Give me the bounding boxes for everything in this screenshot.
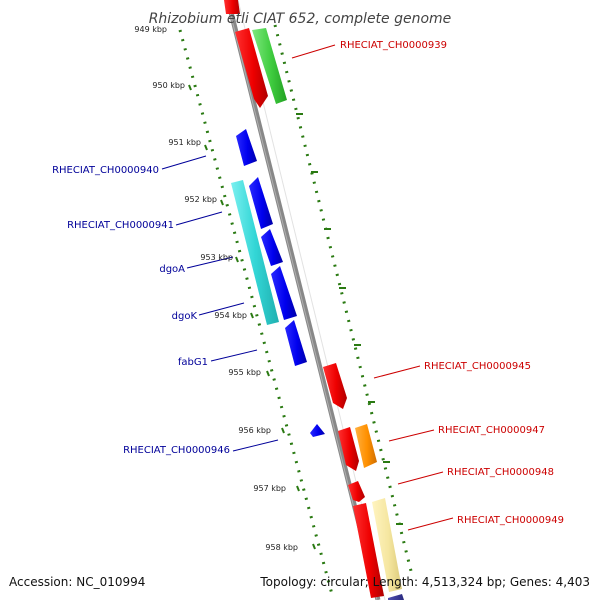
- gene-arrow-dgoA-upper[interactable]: [249, 177, 273, 229]
- kbp-label: 954 kbp: [214, 311, 247, 320]
- gene-label-RHECIAT_CH0000940[interactable]: RHECIAT_CH0000940: [52, 165, 159, 176]
- major-tick: [220, 199, 224, 206]
- leader-line: [373, 365, 421, 379]
- major-tick: [312, 543, 316, 550]
- kbp-label: 956 kbp: [238, 426, 271, 435]
- gene-labels-right: RHECIAT_CH0000939 RHECIAT_CH0000945 RHEC…: [340, 40, 564, 526]
- kbp-label: 958 kbp: [265, 543, 298, 552]
- leader-line: [186, 256, 234, 269]
- major-tick: [188, 84, 192, 91]
- gene-label-RHECIAT_CH0000939[interactable]: RHECIAT_CH0000939: [340, 40, 447, 51]
- backbone-highlight: [226, 0, 378, 600]
- kbp-label: 957 kbp: [253, 484, 286, 493]
- kbp-label: 951 kbp: [168, 138, 201, 147]
- gene-arrow-RHECIAT_CH0000939[interactable]: [252, 28, 287, 104]
- gene-label-RHECIAT_CH0000945[interactable]: RHECIAT_CH0000945: [424, 361, 531, 372]
- gene-arrow-RHECIAT_CH0000947b[interactable]: [355, 424, 377, 468]
- genome-summary: Topology: circular; Length: 4,513,324 bp…: [259, 575, 590, 589]
- gene-labels-left: RHECIAT_CH0000940 RHECIAT_CH0000941 dgoA…: [52, 165, 230, 456]
- genes-forward-strand: [224, 0, 404, 600]
- gene-arrow-RHECIAT_CH0000938[interactable]: [235, 28, 268, 108]
- leader-line: [397, 471, 444, 485]
- leader-line: [388, 429, 435, 442]
- gene-label-RHECIAT_CH0000947[interactable]: RHECIAT_CH0000947: [438, 425, 545, 436]
- leader-line: [210, 349, 258, 362]
- genes-reverse-strand: [231, 129, 325, 437]
- kbp-label: 952 kbp: [184, 195, 217, 204]
- major-tick: [296, 485, 300, 492]
- leader-line: [291, 44, 336, 59]
- major-tick: [204, 144, 208, 151]
- kbp-label: 950 kbp: [152, 81, 185, 90]
- accession-label: Accession: NC_010994: [9, 575, 145, 589]
- major-tick: [281, 427, 285, 434]
- leader-lines: [161, 44, 454, 531]
- gene-arrow-upper-red[interactable]: [224, 0, 240, 14]
- major-tick: [235, 256, 239, 263]
- kbp-label: 955 kbp: [228, 368, 261, 377]
- gene-label-dgoA[interactable]: dgoA: [159, 264, 185, 275]
- major-tick: [250, 312, 254, 319]
- gene-arrow-bottom-navy[interactable]: [388, 594, 404, 600]
- gene-arrow-RHECIAT_CH0000940[interactable]: [236, 129, 257, 166]
- tick-track-right: [273, 24, 414, 576]
- gene-label-RHECIAT_CH0000949[interactable]: RHECIAT_CH0000949: [457, 515, 564, 526]
- gene-arrow-fabG1[interactable]: [285, 320, 307, 366]
- kbp-label: 949 kbp: [134, 25, 167, 34]
- gene-label-RHECIAT_CH0000948[interactable]: RHECIAT_CH0000948: [447, 467, 554, 478]
- leader-line: [161, 155, 207, 170]
- gene-arrow-RHECIAT_CH0000941[interactable]: [231, 180, 279, 325]
- gene-arrow-RHECIAT_CH0000945[interactable]: [323, 363, 347, 409]
- major-ticks-right: [296, 113, 403, 525]
- gene-label-RHECIAT_CH0000946[interactable]: RHECIAT_CH0000946: [123, 445, 230, 456]
- gene-arrow-RHECIAT_CH0000948[interactable]: [348, 481, 365, 502]
- major-tick: [266, 370, 270, 377]
- gene-arrow-RHECIAT_CH0000947[interactable]: [338, 427, 359, 471]
- kbp-labels: 949 kbp 950 kbp 951 kbp 952 kbp 953 kbp …: [134, 25, 298, 552]
- leader-line: [232, 439, 279, 452]
- gene-arrow-RHECIAT_CH0000950[interactable]: [372, 498, 402, 592]
- gene-label-dgoK[interactable]: dgoK: [172, 311, 198, 322]
- gene-label-RHECIAT_CH0000941[interactable]: RHECIAT_CH0000941: [67, 220, 174, 231]
- gene-arrow-RHECIAT_CH0000946[interactable]: [310, 424, 325, 437]
- major-ticks-left: [188, 84, 316, 550]
- gene-label-fabG1[interactable]: fabG1: [178, 357, 208, 368]
- gene-arrow-dgoA[interactable]: [261, 229, 283, 266]
- leader-line: [198, 302, 245, 316]
- leader-line: [407, 517, 454, 531]
- kbp-label: 953 kbp: [200, 253, 233, 262]
- gene-arrow-dgoK[interactable]: [271, 266, 297, 320]
- tick-dots-right: [273, 24, 414, 576]
- gene-arrow-RHECIAT_CH0000949[interactable]: [353, 503, 384, 598]
- genome-title: Rhizobium etli CIAT 652, complete genome: [149, 11, 452, 27]
- leader-line: [175, 211, 223, 226]
